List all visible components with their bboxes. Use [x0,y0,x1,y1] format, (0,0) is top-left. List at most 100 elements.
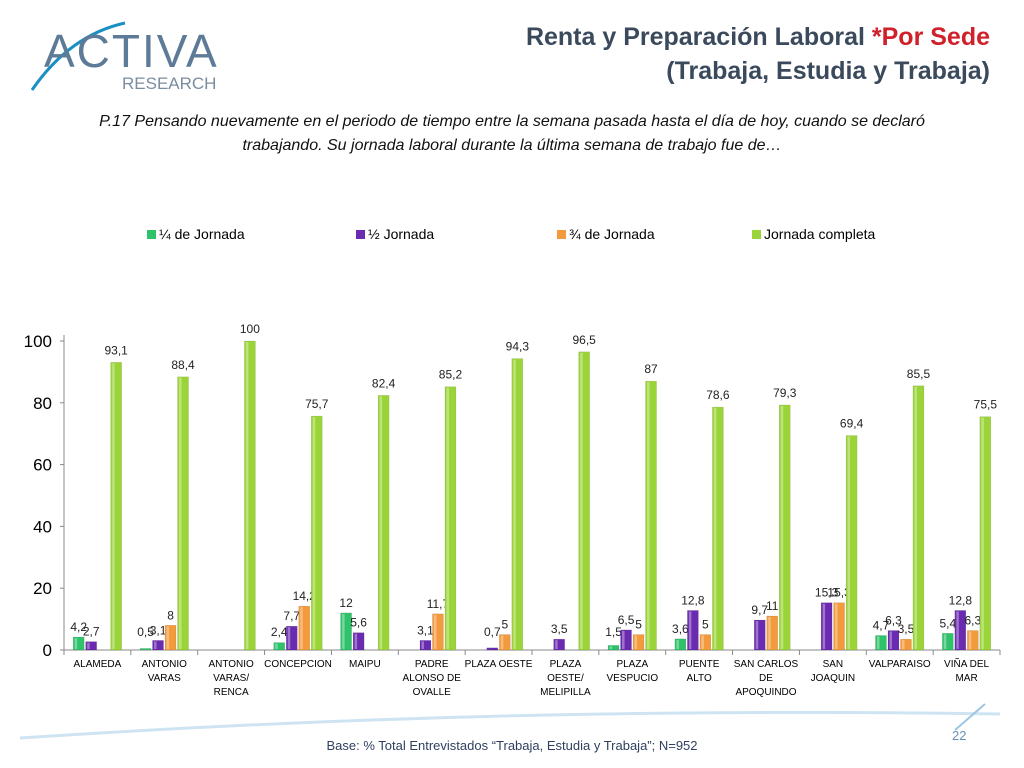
logo-sub-text: RESEARCH [122,74,216,93]
logo-swoosh [30,21,126,91]
bar-data-label: 12,8 [949,593,973,607]
bar-half [553,638,565,651]
bar-half [486,647,499,651]
legend-swatch [752,230,761,239]
bar-highlight [647,382,650,649]
activa-research-logo: ACTIVA RESEARCH [30,21,219,93]
bar-highlight [300,607,303,649]
bar-highlight [609,646,613,649]
bar-data-label: 4,7 [873,618,890,632]
bar-highlight [968,631,972,649]
bar-highlight [688,611,692,649]
bar-data-label: 5 [702,618,709,632]
legend-swatch [356,230,365,239]
bar-data-label: 15,3 [827,586,851,600]
bar-highlight [112,363,115,649]
bar-highlight [179,377,182,649]
bar-highlight [943,634,947,649]
bar-data-label: 85,5 [907,367,931,381]
bar-half [286,625,298,651]
bar-data-label: 2,4 [271,625,288,639]
x-category-label: ANTONIO [142,659,188,670]
bar-highlight [421,641,424,649]
bar-data-label: 3,1 [417,623,434,637]
bar-half [754,619,766,651]
bar-data-label: 1,5 [605,625,622,639]
bar-chart: 0 20 40 60 80 100 ALAMEDA ANTONIO VARAS ANTONIO VA… [24,226,1001,698]
bar-half [887,630,900,651]
bar-data-label: 3,6 [672,622,689,636]
bar-highlight [87,642,90,649]
bar-full [110,362,122,651]
bar-data-label: 78,6 [706,388,730,402]
bar-highlight [701,635,704,649]
bar-three_quarter [432,613,444,651]
bar-quarter [674,638,687,651]
bar-full [578,351,590,651]
legend-label: ½ Jornada [368,226,434,242]
bar-full [979,416,992,651]
bar-data-label: 0,7 [484,625,501,639]
bar-data-label: 15,3 [815,586,839,600]
bar-highlight [780,405,784,649]
bar-highlight [876,636,880,649]
bar-highlight [287,627,291,649]
bar-highlight [446,387,449,649]
bar-highlight [768,617,771,649]
bar-full [779,404,791,651]
x-category-label: RENCA [214,687,249,698]
bar-data-label: 69,4 [840,417,864,431]
bar-highlight [755,621,759,649]
bar-data-label: 5 [635,618,642,632]
bar-highlight [889,631,892,649]
x-category-label: DE [759,673,773,684]
logo-main-text: ACTIVA [44,25,219,77]
bar-three_quarter [632,634,645,651]
y-tick-label: 40 [33,517,52,536]
bar-data-label: 3,1 [150,623,167,637]
bar-data-label: 7,7 [283,609,300,623]
x-category-label: ALAMEDA [74,659,122,670]
y-tick-label: 0 [43,641,52,660]
bar-quarter [139,648,152,651]
y-tick-label: 60 [33,456,52,475]
bar-half [419,640,432,651]
x-category-label: SAN CARLOS [734,659,799,670]
bar-highlight [342,613,345,649]
x-category-label: PLAZA [616,659,648,670]
x-category-label: VALPARAISO [869,659,931,670]
bar-data-label: 4,2 [70,620,87,634]
bar-data-label: 82,4 [372,376,396,390]
x-category-label: JOAQUIN [811,673,855,684]
bar-half [954,610,967,651]
bar-half [820,602,833,651]
bar-half [85,641,97,651]
bar-full [311,415,323,651]
bar-quarter [875,635,887,651]
x-category-label: PLAZA OESTE [465,659,533,670]
bar-quarter [273,642,285,651]
bar-highlight [74,638,78,649]
x-category-label: ALONSO DE [403,673,462,684]
x-category-label: PUENTE [679,659,720,670]
bar-three_quarter [298,605,310,651]
bar-half [152,640,164,651]
bar-data-label: 6,3 [964,614,981,628]
x-category-label: ANTONIO [208,659,254,670]
bar-data-label: 6,3 [885,614,902,628]
bar-highlight [154,641,157,649]
bar-highlight [956,611,959,649]
bar-highlight [245,342,249,649]
bar-data-label: 3,5 [551,622,568,636]
x-category-label: MAIPU [349,659,381,670]
bar-highlight [275,643,278,649]
bar-full [177,376,189,651]
survey-question: P.17 Pensando nuevamente en el periodo d… [99,113,925,154]
bar-three_quarter [164,625,177,651]
bar-data-label: 3,5 [898,622,915,636]
bar-highlight [676,639,679,649]
bar-highlight [713,408,717,649]
bar-data-label: 8 [167,608,174,622]
bar-three_quarter [766,615,778,651]
x-category-label: OESTE/ [547,673,584,684]
